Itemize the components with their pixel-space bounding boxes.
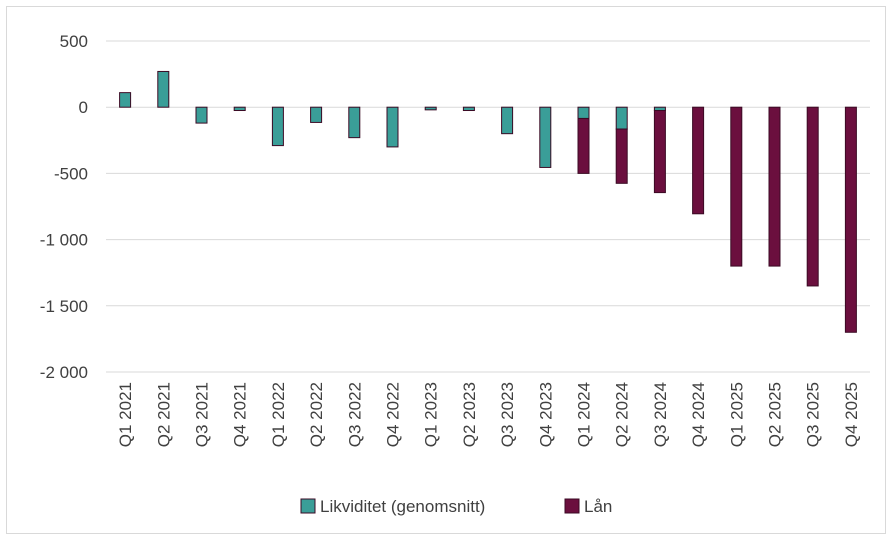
- x-tick-label: Q4 2023: [536, 382, 555, 447]
- bar-likviditet: [424, 106, 437, 111]
- x-tick-label: Q2 2022: [307, 382, 326, 447]
- x-tick-label: Q1 2025: [727, 382, 746, 447]
- legend-swatch-likviditet: [300, 498, 316, 514]
- x-tick-label: Q2 2025: [766, 382, 785, 447]
- x-tick-label: Q3 2021: [193, 382, 212, 447]
- y-axis-labels: 500 0 -500 -1 000 -1 500 -2 000: [40, 32, 88, 382]
- bar-lan: [577, 117, 590, 174]
- bar-likviditet: [310, 106, 323, 123]
- legend-swatch-lan: [564, 498, 580, 514]
- bar-lan: [615, 128, 628, 184]
- bar-likviditet: [539, 106, 552, 168]
- x-tick-label: Q4 2021: [231, 382, 250, 447]
- bar-lan: [768, 106, 781, 267]
- x-tick-label: Q1 2021: [116, 382, 135, 447]
- y-tick-label: -500: [54, 164, 88, 183]
- bar-likviditet: [462, 106, 475, 112]
- legend-label-likviditet: Likviditet (genomsnitt): [320, 497, 485, 516]
- x-tick-label: Q1 2022: [269, 382, 288, 447]
- bar-lan: [692, 106, 705, 215]
- y-tick-label: -1 500: [40, 297, 88, 316]
- gridlines: [106, 40, 870, 373]
- bar-lan: [844, 106, 857, 333]
- bar-likviditet: [577, 106, 590, 119]
- bars: [119, 70, 857, 333]
- x-tick-label: Q4 2024: [689, 382, 708, 447]
- x-tick-label: Q4 2022: [384, 382, 403, 447]
- bar-lan: [730, 106, 743, 267]
- x-tick-label: Q3 2023: [498, 382, 517, 447]
- bar-likviditet: [386, 106, 399, 148]
- x-tick-label: Q2 2023: [460, 382, 479, 447]
- bar-lan: [806, 106, 819, 287]
- bar-likviditet: [271, 106, 284, 147]
- x-tick-label: Q1 2024: [575, 382, 594, 447]
- bar-likviditet: [195, 106, 208, 124]
- legend-label-lan: Lån: [584, 497, 612, 516]
- y-tick-label: 500: [60, 32, 88, 51]
- x-tick-label: Q3 2024: [651, 382, 670, 447]
- y-tick-label: -1 000: [40, 231, 88, 250]
- x-tick-label: Q2 2024: [613, 382, 632, 447]
- bar-likviditet: [348, 106, 361, 139]
- x-tick-label: Q4 2025: [842, 382, 861, 447]
- bar-likviditet: [501, 106, 514, 135]
- bar-likviditet: [615, 106, 628, 130]
- bar-lan: [653, 110, 666, 194]
- legend: Likviditet (genomsnitt) Lån: [300, 497, 612, 516]
- chart-frame: [6, 6, 886, 534]
- x-tick-label: Q3 2022: [345, 382, 364, 447]
- bar-likviditet: [233, 106, 246, 112]
- x-tick-label: Q3 2025: [804, 382, 823, 447]
- x-tick-label: Q2 2021: [154, 382, 173, 447]
- bar-likviditet: [157, 70, 170, 108]
- y-tick-label: 0: [79, 98, 88, 117]
- bar-likviditet: [119, 92, 132, 108]
- x-tick-label: Q1 2023: [422, 382, 441, 447]
- x-axis-labels: Q1 2021 Q2 2021 Q3 2021 Q4 2021 Q1 2022 Q2 20…: [116, 382, 861, 447]
- y-tick-label: -2 000: [40, 363, 88, 382]
